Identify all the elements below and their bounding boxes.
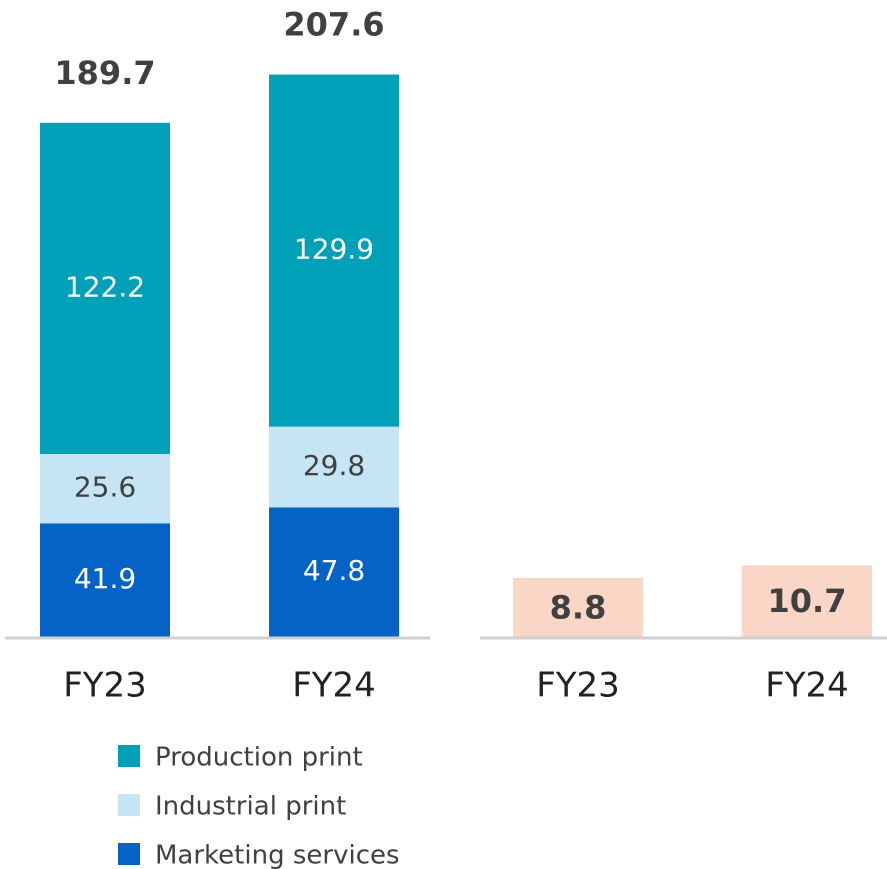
data-label: 129.9	[294, 233, 374, 266]
bar-segment	[269, 507, 399, 637]
x-tick-label: FY23	[63, 666, 147, 706]
data-label: 47.8	[303, 554, 365, 587]
legend-label: Production print	[155, 743, 363, 773]
x-tick-label: FY23	[536, 666, 620, 706]
legend-swatch	[118, 794, 140, 816]
x-tick-label: FY24	[292, 666, 376, 706]
data-label: 41.9	[74, 562, 136, 595]
bar	[742, 565, 872, 637]
bar-segment	[40, 454, 170, 524]
total-label: 189.7	[54, 54, 155, 92]
bar-segment	[40, 523, 170, 637]
legend-label: Marketing services	[155, 841, 400, 869]
data-label: 29.8	[303, 449, 365, 482]
legend-swatch	[118, 745, 140, 767]
legend-swatch	[118, 843, 140, 865]
data-label: 122.2	[65, 270, 145, 303]
data-label: 10.7	[768, 582, 847, 620]
bar-segment	[269, 426, 399, 508]
bar-segment	[269, 74, 399, 427]
bar	[513, 577, 643, 637]
x-tick-label: FY24	[765, 666, 849, 706]
legend-label: Industrial print	[155, 792, 346, 822]
data-label: 8.8	[550, 588, 607, 626]
total-label: 207.6	[283, 6, 384, 44]
data-label: 25.6	[74, 471, 136, 504]
bar-segment	[40, 122, 170, 455]
